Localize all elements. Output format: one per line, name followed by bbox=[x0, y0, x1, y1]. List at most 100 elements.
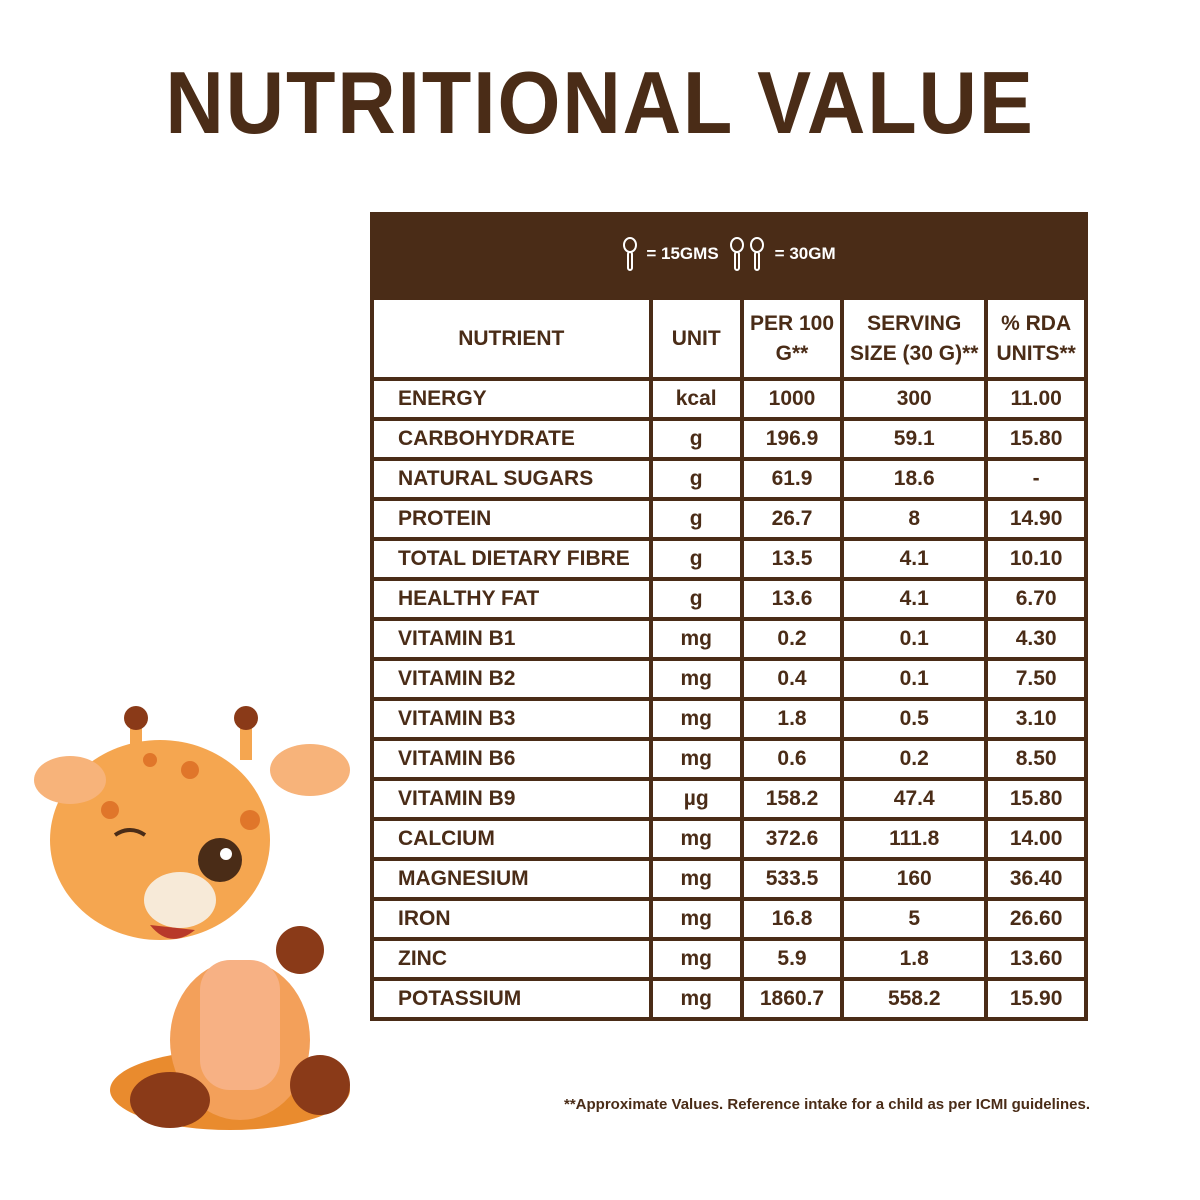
table-cell: 160 bbox=[840, 857, 989, 901]
nutrition-table: NUTRIENT UNIT PER 100 G** SERVING SIZE (30 … bbox=[370, 296, 1088, 1021]
table-cell: 18.6 bbox=[840, 457, 989, 501]
table-cell: 3.10 bbox=[984, 697, 1088, 741]
table-row: PROTEIN g 26.7 8 14.90 bbox=[370, 497, 1088, 541]
table-cell: 13.6 bbox=[739, 577, 845, 621]
table-cell: g bbox=[648, 537, 744, 581]
table-row: HEALTHY FAT g 13.6 4.1 6.70 bbox=[370, 577, 1088, 621]
table-cell: g bbox=[648, 417, 744, 461]
table-body: ENERGY kcal 1000 300 11.00 CARBOHYDRATE g 196.9… bbox=[370, 377, 1088, 1021]
table-row: VITAMIN B3 mg 1.8 0.5 3.10 bbox=[370, 697, 1088, 741]
table-cell: mg bbox=[648, 937, 744, 981]
table-cell: 0.1 bbox=[840, 617, 989, 661]
table-row: ENERGY kcal 1000 300 11.00 bbox=[370, 377, 1088, 421]
table-cell: 6.70 bbox=[984, 577, 1088, 621]
table-cell: 196.9 bbox=[739, 417, 845, 461]
table-row: POTASSIUM mg 1860.7 558.2 15.90 bbox=[370, 977, 1088, 1021]
table-cell: mg bbox=[648, 897, 744, 941]
nutrient-name: VITAMIN B9 bbox=[370, 777, 653, 821]
spoon-icon bbox=[729, 237, 764, 271]
table-cell: 0.5 bbox=[840, 697, 989, 741]
table-row: VITAMIN B1 mg 0.2 0.1 4.30 bbox=[370, 617, 1088, 661]
table-row: NATURAL SUGARS g 61.9 18.6- bbox=[370, 457, 1088, 501]
header-row: NUTRIENT UNIT PER 100 G** SERVING SIZE (30 … bbox=[370, 296, 1088, 381]
table-cell: 4.1 bbox=[840, 537, 989, 581]
table-cell: 10.10 bbox=[984, 537, 1088, 581]
table-cell: kcal bbox=[648, 377, 744, 421]
table-cell: 14.90 bbox=[984, 497, 1088, 541]
table-cell: 47.4 bbox=[840, 777, 989, 821]
table-cell: 5.9 bbox=[739, 937, 845, 981]
table-cell: mg bbox=[648, 617, 744, 661]
table-row: TOTAL DIETARY FIBRE g 13.5 4.1 10.10 bbox=[370, 537, 1088, 581]
column-header: SERVING SIZE (30 G)** bbox=[840, 296, 989, 381]
table-cell: mg bbox=[648, 737, 744, 781]
nutrient-name: ZINC bbox=[370, 937, 653, 981]
table-cell: 7.50 bbox=[984, 657, 1088, 701]
table-cell: 0.1 bbox=[840, 657, 989, 701]
table-cell: 26.60 bbox=[984, 897, 1088, 941]
table-cell: 16.8 bbox=[739, 897, 845, 941]
table-cell: 15.80 bbox=[984, 777, 1088, 821]
two-scoops: = 30GM bbox=[774, 244, 836, 263]
table-cell: mg bbox=[648, 697, 744, 741]
table-cell: g bbox=[648, 577, 744, 621]
nutrient-name: TOTAL DIETARY FIBRE bbox=[370, 537, 653, 581]
table-cell: 0.2 bbox=[840, 737, 989, 781]
table-cell: 111.8 bbox=[840, 817, 989, 861]
nutrient-name: VITAMIN B1 bbox=[370, 617, 653, 661]
nutrient-name: CARBOHYDRATE bbox=[370, 417, 653, 461]
table-cell: µg bbox=[648, 777, 744, 821]
nutrient-name: VITAMIN B6 bbox=[370, 737, 653, 781]
table-cell: mg bbox=[648, 857, 744, 901]
nutrient-name: MAGNESIUM bbox=[370, 857, 653, 901]
nutrient-name: POTASSIUM bbox=[370, 977, 653, 1021]
table-cell: 0.6 bbox=[739, 737, 845, 781]
table-cell: 4.30 bbox=[984, 617, 1088, 661]
table-cell: 1.8 bbox=[840, 937, 989, 981]
table-cell: 558.2 bbox=[840, 977, 989, 1021]
table-cell: 11.00 bbox=[984, 377, 1088, 421]
column-header: UNIT bbox=[648, 296, 744, 381]
giraffe-illustration bbox=[34, 706, 350, 1130]
table-cell: 15.90 bbox=[984, 977, 1088, 1021]
title: NUTRITIONAL VALUE bbox=[165, 53, 1035, 152]
table-cell: - bbox=[984, 457, 1088, 501]
nutrient-name: ENERGY bbox=[370, 377, 653, 421]
column-header: PER 100 G** bbox=[739, 296, 845, 381]
table-cell: 13.60 bbox=[984, 937, 1088, 981]
table-cell: 26.7 bbox=[739, 497, 845, 541]
nutrient-name: NATURAL SUGARS bbox=[370, 457, 653, 501]
table-cell: 14.00 bbox=[984, 817, 1088, 861]
table-cell: 61.9 bbox=[739, 457, 845, 501]
table-row: VITAMIN B6 mg 0.6 0.2 8.50 bbox=[370, 737, 1088, 781]
table-cell: g bbox=[648, 457, 744, 501]
table-cell: 0.2 bbox=[739, 617, 845, 661]
table-cell: 8.50 bbox=[984, 737, 1088, 781]
one-scoop: = 15GMS bbox=[646, 244, 719, 263]
column-header: % RDA UNITS** bbox=[984, 296, 1088, 381]
nutrient-name: VITAMIN B3 bbox=[370, 697, 653, 741]
table-cell: 158.2 bbox=[739, 777, 845, 821]
nutrient-name: PROTEIN bbox=[370, 497, 653, 541]
spoon-icon bbox=[623, 237, 638, 271]
table-cell: mg bbox=[648, 817, 744, 861]
table-row: ZINC mg 5.9 1.8 13.60 bbox=[370, 937, 1088, 981]
table-cell: 4.1 bbox=[840, 577, 989, 621]
table-row: VITAMIN B9 µg 158.2 47.4 15.80 bbox=[370, 777, 1088, 821]
table-row: CALCIUM mg 372.6 111.8 14.00 bbox=[370, 817, 1088, 861]
table-cell: 36.40 bbox=[984, 857, 1088, 901]
table-cell: 1000 bbox=[739, 377, 845, 421]
table-cell: g bbox=[648, 497, 744, 541]
table-row: VITAMIN B2 mg 0.4 0.1 7.50 bbox=[370, 657, 1088, 701]
nutrient-name: VITAMIN B2 bbox=[370, 657, 653, 701]
table-cell: 59.1 bbox=[840, 417, 989, 461]
table-cell: 372.6 bbox=[739, 817, 845, 861]
nutrient-name: CALCIUM bbox=[370, 817, 653, 861]
nutrient-name: IRON bbox=[370, 897, 653, 941]
table-cell: 1.8 bbox=[739, 697, 845, 741]
table-cell: 0.4 bbox=[739, 657, 845, 701]
table-cell: 5 bbox=[840, 897, 989, 941]
table-cell: 15.80 bbox=[984, 417, 1088, 461]
footnote: **Approximate Values. Reference intake f… bbox=[563, 1096, 1090, 1113]
